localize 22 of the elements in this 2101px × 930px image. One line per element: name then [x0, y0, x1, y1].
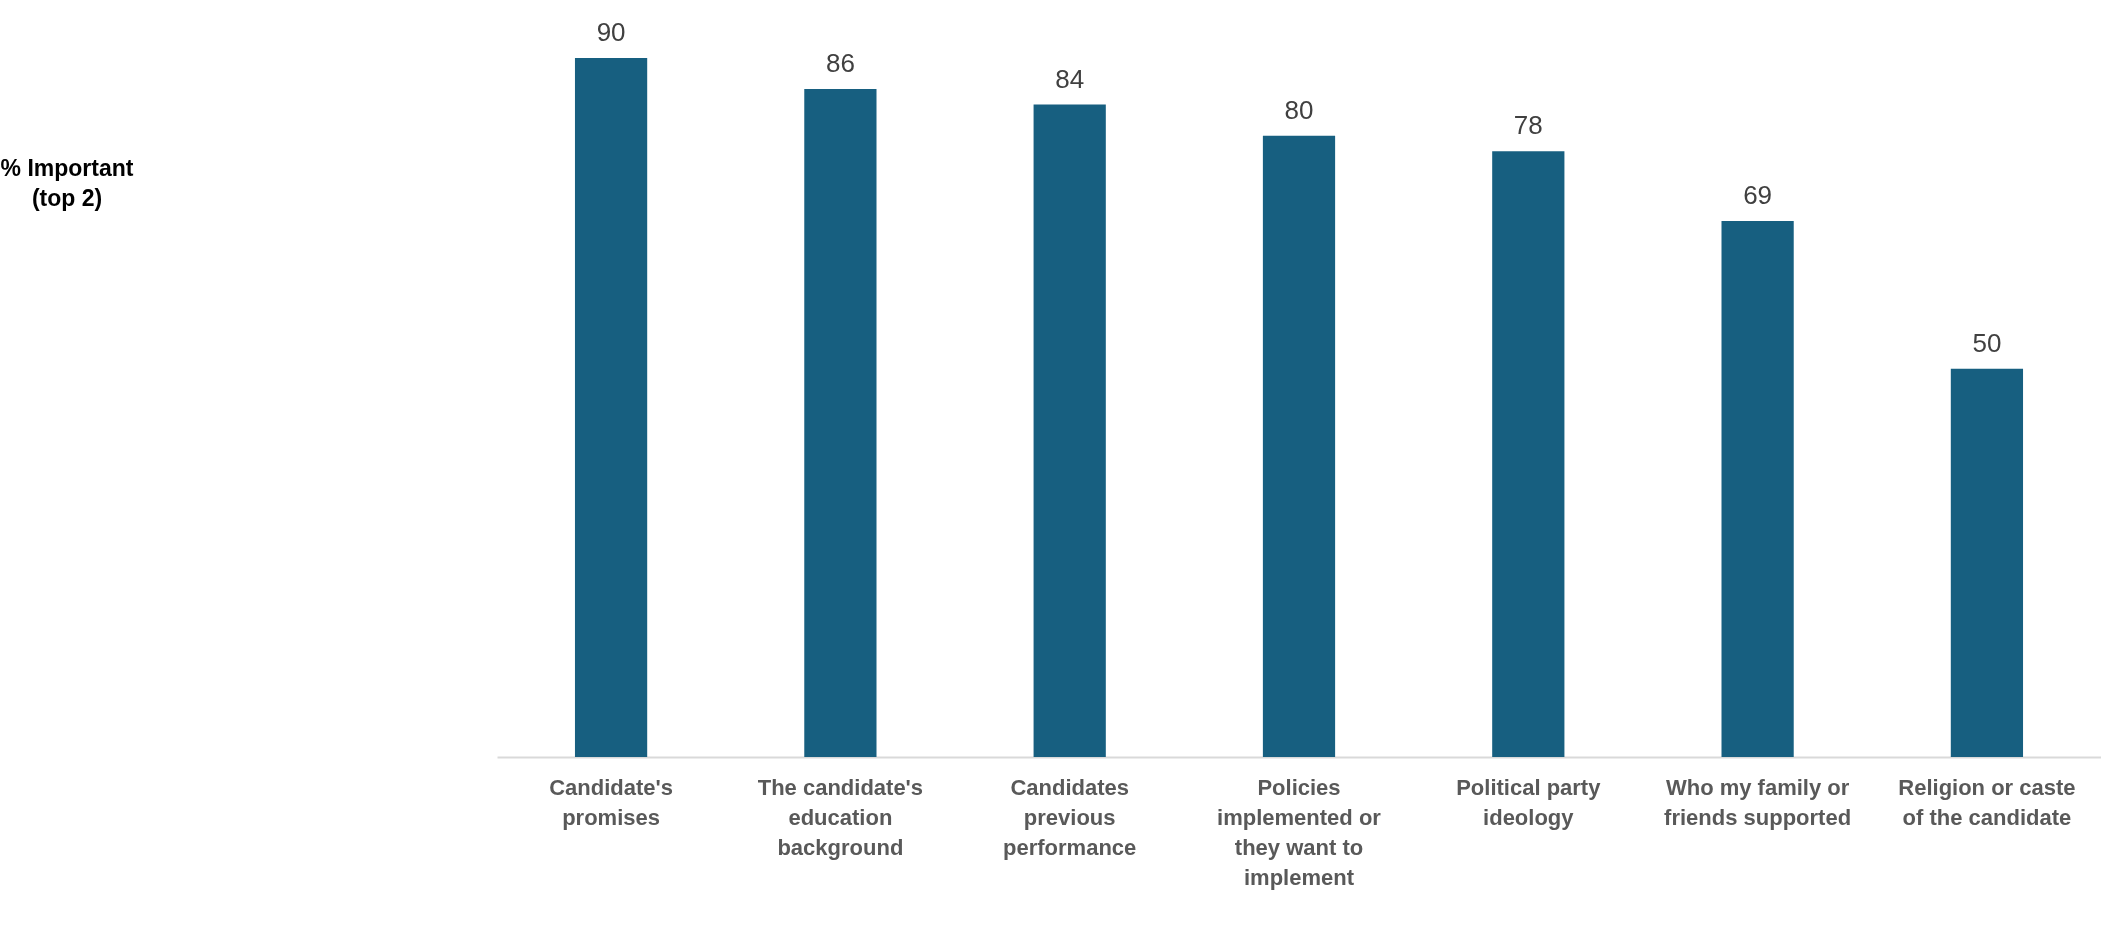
bar: [574, 58, 648, 757]
x-tick-label: Candidates previous performance: [1003, 774, 1137, 860]
data-label: 86: [825, 48, 855, 79]
data-label: 50: [1972, 327, 2002, 358]
x-tick-label: Religion or caste of the candidate: [1898, 774, 2076, 830]
bar: [1033, 104, 1106, 757]
bar: [1721, 221, 1794, 757]
x-tick-label: The candidate's education background: [757, 774, 924, 860]
data-label: 80: [1284, 94, 1314, 125]
bar: [804, 89, 877, 757]
x-tick-label: Political party ideology: [1456, 774, 1602, 830]
bar: [1492, 151, 1565, 757]
data-label: 69: [1743, 180, 1773, 211]
data-label: 90: [596, 17, 626, 47]
x-tick-label: Policies implemented or they want to implement: [1217, 774, 1382, 890]
x-tick-label: Candidate's promises: [549, 774, 673, 830]
text: % Important (top 2): [0, 155, 134, 211]
data-label: 84: [1055, 63, 1085, 94]
x-tick-label: Who my family or friends supported: [1664, 774, 1852, 830]
bar: [1950, 368, 2024, 757]
bar: [1262, 135, 1336, 757]
data-label: 78: [1513, 110, 1543, 141]
